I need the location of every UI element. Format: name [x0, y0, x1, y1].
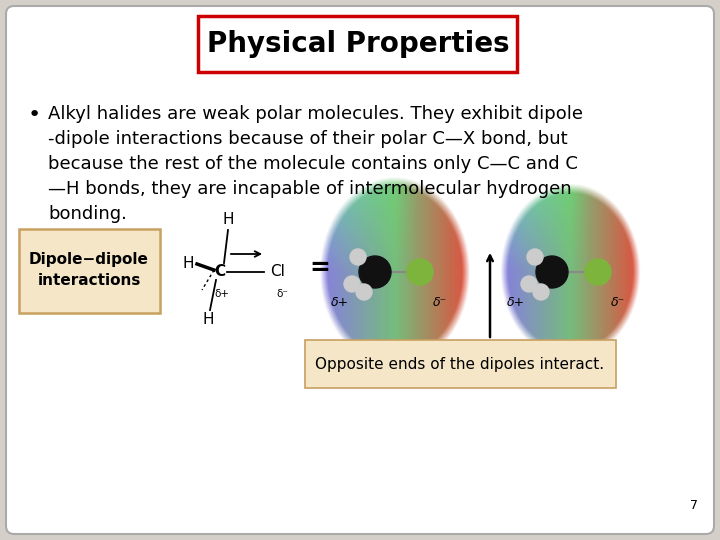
FancyBboxPatch shape	[198, 16, 517, 72]
Text: Alkyl halides are weak polar molecules. They exhibit dipole
-dipole interactions: Alkyl halides are weak polar molecules. …	[48, 105, 583, 223]
Text: Physical Properties: Physical Properties	[207, 30, 509, 58]
Text: •: •	[28, 105, 41, 125]
Circle shape	[536, 256, 568, 288]
Circle shape	[527, 249, 543, 265]
FancyBboxPatch shape	[6, 6, 714, 534]
Text: H: H	[222, 213, 234, 227]
Text: C: C	[215, 265, 225, 280]
Text: H: H	[182, 256, 194, 272]
Text: δ+: δ+	[215, 289, 230, 299]
Circle shape	[344, 276, 360, 292]
FancyBboxPatch shape	[305, 340, 616, 388]
Text: Dipole−dipole
interactions: Dipole−dipole interactions	[29, 252, 149, 288]
Circle shape	[407, 259, 433, 285]
Circle shape	[359, 256, 391, 288]
Text: Cl: Cl	[271, 265, 285, 280]
Text: 7: 7	[690, 499, 698, 512]
Circle shape	[585, 259, 611, 285]
Text: δ⁻: δ⁻	[611, 296, 625, 309]
Circle shape	[350, 249, 366, 265]
FancyBboxPatch shape	[19, 229, 160, 313]
Circle shape	[533, 284, 549, 300]
Text: H: H	[202, 313, 214, 327]
Text: Opposite ends of the dipoles interact.: Opposite ends of the dipoles interact.	[315, 356, 605, 372]
Text: δ+: δ+	[331, 296, 349, 309]
Text: δ⁻: δ⁻	[276, 289, 288, 299]
Text: δ⁻: δ⁻	[433, 296, 447, 309]
Circle shape	[521, 276, 537, 292]
Text: δ+: δ+	[507, 296, 525, 309]
Circle shape	[356, 284, 372, 300]
Text: =: =	[310, 256, 330, 280]
